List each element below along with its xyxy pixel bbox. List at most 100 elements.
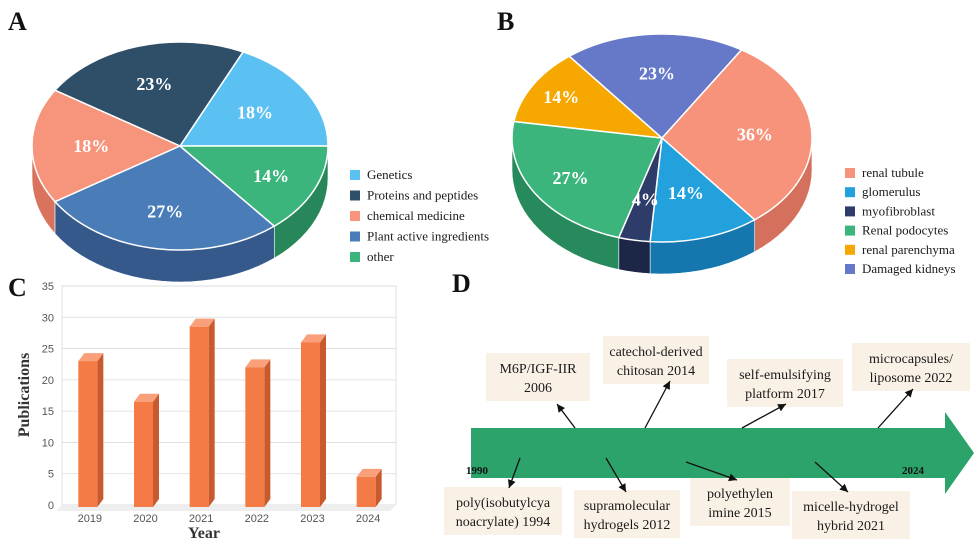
legend-a-swatch-3	[350, 231, 360, 242]
timeline-arrowhead-5	[618, 483, 626, 492]
timeline-event-7: micelle-hydrogel hybrid 2021	[792, 461, 910, 539]
legend-b-swatch-1	[845, 187, 855, 198]
timeline-event-line2-4: noacrylate) 1994	[456, 515, 550, 530]
pie-b-value-label-2: 4%	[632, 189, 659, 209]
legend-a-label-3: Plant active ingredients	[367, 229, 489, 244]
timeline-event-0: M6P/IGF-IIR 2006	[486, 353, 590, 429]
pie-b-value-label-4: 14%	[543, 87, 579, 107]
plot-floor	[56, 505, 396, 511]
timeline-d: 1990 2024 M6P/IGF-IIR 2006 catechol-derive…	[444, 336, 974, 539]
timeline-end-label: 2024	[902, 465, 925, 477]
timeline-arrowhead-7	[839, 483, 848, 492]
timeline-arrowhead-6	[728, 473, 737, 482]
timeline-event-2: self-emulsifying platform 2017	[727, 359, 843, 429]
timeline-arrowhead-1	[662, 381, 670, 390]
pie-a-slice-2	[31, 89, 182, 203]
y-tick-label-5: 25	[42, 344, 54, 356]
timeline-arrowhead-4	[508, 479, 516, 488]
bar-side-5	[375, 468, 382, 507]
legend-b-swatch-3	[845, 225, 855, 236]
y-tick-label-3: 15	[42, 406, 54, 418]
pie-a-value-label-4: 14%	[253, 166, 289, 186]
timeline-event-line1-5: supramolecular	[584, 499, 671, 514]
panel-letter-a: A	[8, 7, 27, 36]
timeline-connector-3	[877, 388, 914, 429]
bar-top-0	[78, 353, 104, 362]
timeline-event-line1-0: M6P/IGF-IIR	[499, 362, 577, 377]
timeline-event-box-3	[852, 343, 970, 391]
legend-a-label-0: Genetics	[367, 167, 412, 182]
bar-top-5	[356, 468, 382, 477]
legend-a-swatch-0	[350, 170, 360, 180]
timeline-event-box-2	[727, 359, 843, 407]
y-tick-label-7: 35	[42, 281, 54, 293]
legend-b-label-2: myofibroblast	[862, 203, 935, 218]
timeline-event-line1-6: polyethylen	[707, 487, 773, 502]
timeline-arrowhead-0	[557, 404, 565, 413]
timeline-event-line1-2: self-emulsifying	[739, 368, 831, 383]
timeline-connector-1	[644, 380, 671, 429]
panel-letter-b: B	[497, 7, 514, 36]
pie-a-value-label-0: 18%	[237, 103, 273, 123]
timeline-event-box-4	[444, 487, 562, 535]
bar-side-3	[264, 359, 271, 507]
x-tick-label-3: 2022	[245, 513, 269, 525]
y-tick-label-1: 5	[48, 469, 54, 481]
legend-a-label-2: chemical medicine	[367, 208, 465, 223]
bar-2	[189, 326, 209, 507]
y-tick-label-0: 0	[48, 500, 54, 512]
timeline-event-box-1	[603, 336, 709, 384]
pie-a-slice-1	[53, 41, 245, 147]
pie-b-value-label-3: 27%	[553, 168, 589, 188]
panel-letter-c: C	[8, 273, 27, 302]
x-axis-title: Year	[188, 525, 220, 539]
pie-a-slice-3	[53, 145, 276, 251]
pie-a-value-label-3: 27%	[147, 202, 183, 222]
timeline-event-box-5	[574, 490, 680, 538]
timeline-event-line2-5: hydrogels 2012	[584, 518, 671, 533]
timeline-event-3: microcapsules/liposome 2022	[852, 343, 970, 429]
timeline-event-line2-3: liposome 2022	[870, 371, 953, 386]
timeline-event-1: catechol-derived chitosan 2014	[603, 336, 709, 429]
timeline-event-6: polyethylen imine 2015	[685, 461, 790, 526]
timeline-event-line2-0: 2006	[524, 381, 552, 396]
timeline-event-line2-1: chitosan 2014	[617, 364, 695, 379]
timeline-event-line2-2: platform 2017	[745, 387, 825, 402]
legend-a-swatch-2	[350, 211, 360, 221]
legend-b-label-3: Renal podocytes	[862, 223, 948, 238]
timeline-start-label: 1990	[466, 465, 489, 477]
timeline-event-4: poly(isobutylcya noacrylate) 1994	[444, 457, 562, 535]
legend-b-swatch-2	[845, 206, 855, 217]
pie-a-slice-4	[177, 145, 329, 228]
legend-a-swatch-1	[350, 190, 360, 201]
legend-b-swatch-5	[845, 264, 855, 274]
pie-b-value-label-1: 14%	[668, 183, 704, 203]
bar-side-0	[97, 353, 104, 507]
legend-b: renal tubule glomerulus myofibroblast Renal…	[845, 165, 956, 276]
bar-5	[356, 476, 376, 507]
pie-b-side-2	[618, 237, 651, 274]
pie-a-slice-0	[178, 51, 329, 147]
timeline-arrow	[471, 412, 974, 494]
pie-a-value-label-1: 23%	[136, 74, 172, 94]
pie-b-slice-1	[649, 136, 756, 243]
legend-b-swatch-4	[845, 244, 855, 255]
bar-top-4	[301, 334, 326, 343]
bar-4	[301, 342, 320, 507]
y-tick-label-4: 20	[42, 375, 54, 387]
pie-b-slice-4	[512, 55, 665, 140]
pie-b-slice-3	[511, 120, 664, 239]
bar-side-2	[208, 318, 215, 507]
panel-letter-d: D	[452, 269, 471, 298]
legend-a: Genetics Proteins and peptides chemical me…	[350, 167, 489, 264]
y-tick-label-2: 10	[42, 437, 54, 449]
pie-a-value-label-2: 18%	[73, 136, 109, 156]
timeline-event-box-7	[792, 491, 910, 539]
pie-b-slice-0	[660, 48, 813, 221]
bar-1	[134, 401, 153, 507]
x-tick-label-5: 2024	[356, 513, 380, 525]
timeline-connector-6	[685, 461, 738, 481]
legend-b-label-1: glomerulus	[862, 184, 921, 199]
timeline-event-line1-1: catechol-derived	[609, 345, 702, 360]
